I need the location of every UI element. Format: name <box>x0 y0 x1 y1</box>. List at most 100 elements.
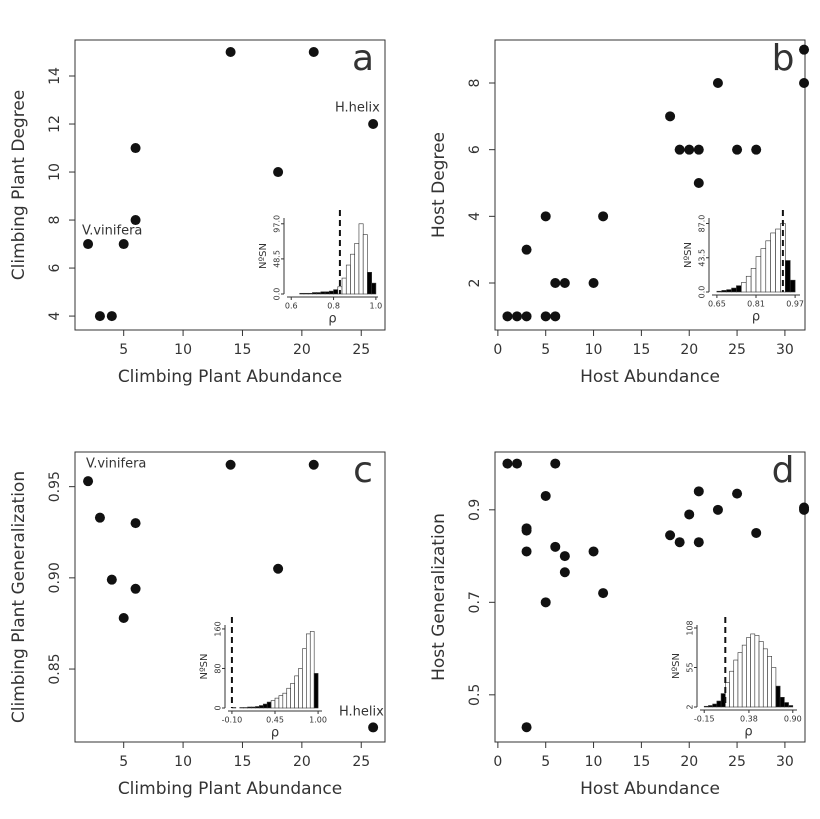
x-axis-label: Host Abundance <box>580 779 720 799</box>
point <box>273 167 284 178</box>
point <box>106 574 117 585</box>
point <box>502 311 513 322</box>
hist-bar <box>762 648 768 708</box>
hist-bar <box>251 706 256 709</box>
x-tick-label: 15 <box>234 754 252 770</box>
hist-bar <box>278 695 284 709</box>
x-axis-label: ρ <box>328 312 336 327</box>
point <box>559 278 570 288</box>
point <box>665 111 676 122</box>
y-tick-label: 14 <box>47 67 63 85</box>
point <box>368 119 379 130</box>
hist-bar <box>312 292 317 295</box>
hist-bar <box>721 290 727 293</box>
x-tick-label: 5 <box>541 342 550 358</box>
point <box>712 78 723 88</box>
point <box>106 311 117 322</box>
hist-bar <box>345 264 351 295</box>
point <box>130 583 141 594</box>
point <box>94 512 105 523</box>
point <box>751 144 762 155</box>
y-tick-label: 6 <box>467 145 483 154</box>
plot-frame <box>494 39 806 331</box>
annotation: H.helix <box>335 101 380 116</box>
point <box>799 504 810 515</box>
y-axis-label: Climbing Plant Generalization <box>9 471 29 723</box>
hist-bar <box>299 292 305 295</box>
point <box>674 144 685 155</box>
plot-frame <box>494 451 806 743</box>
hist-bar <box>750 268 757 293</box>
point <box>751 527 762 538</box>
hist-bar <box>274 697 280 709</box>
x-tick-label: 0.6 <box>285 302 298 311</box>
hist-bar <box>770 232 776 293</box>
hist-bar <box>282 692 288 709</box>
y-tick-label: 0.85 <box>47 653 63 684</box>
annotation: H.helix <box>339 705 384 720</box>
hist-bar <box>758 641 764 708</box>
hist-bar <box>266 701 272 709</box>
point <box>540 490 551 501</box>
y-axis-label: NºSN <box>683 242 694 268</box>
hist-bar <box>329 290 334 295</box>
annotation: V.vinifera <box>86 457 146 472</box>
point <box>540 311 551 322</box>
plot-frame <box>74 451 386 743</box>
point <box>799 78 810 88</box>
point <box>540 211 551 222</box>
hist-bar <box>307 292 313 295</box>
x-tick-label: 0.45 <box>266 716 284 725</box>
hist-bar <box>290 682 295 709</box>
hist-bar <box>788 705 794 708</box>
hist-bar <box>333 289 339 295</box>
point <box>502 458 513 469</box>
hist-bar <box>259 705 264 709</box>
point <box>368 722 379 733</box>
panel-label: c <box>353 450 373 491</box>
hist-bar <box>371 282 377 295</box>
point <box>559 551 570 562</box>
y-tick-label: 55 <box>686 662 695 672</box>
x-axis-label: ρ <box>752 310 760 325</box>
hist-bar <box>741 644 747 708</box>
hist-bar <box>298 668 303 709</box>
x-axis-label: ρ <box>744 725 752 740</box>
hist-bar <box>309 631 315 709</box>
hist-bar <box>703 705 709 708</box>
x-tick-label: 10 <box>585 754 603 770</box>
panel-label: a <box>352 38 374 79</box>
point <box>512 458 523 469</box>
point <box>130 143 141 154</box>
y-axis-label: Host Generalization <box>429 513 449 681</box>
x-tick-label: 5 <box>541 754 550 770</box>
point <box>550 311 561 322</box>
hist-bar <box>733 659 739 708</box>
hist-bar <box>262 703 268 709</box>
point <box>684 144 695 155</box>
y-axis-label: NºSN <box>258 243 269 269</box>
point <box>588 278 599 288</box>
y-axis-label: Host Degree <box>429 132 449 238</box>
x-axis-label: Climbing Plant Abundance <box>118 779 342 799</box>
x-tick-label: 20 <box>680 754 698 770</box>
hist-bar <box>725 682 730 708</box>
hist-bar <box>358 223 364 295</box>
point <box>130 518 141 529</box>
hist-bar <box>746 637 751 708</box>
point <box>273 563 284 574</box>
point <box>225 47 236 58</box>
hist-bar <box>785 260 791 293</box>
x-axis-label: Host Abundance <box>580 367 720 387</box>
hist-bar <box>755 256 762 293</box>
point <box>521 546 532 557</box>
hist-bar <box>731 287 737 293</box>
hist-bar <box>745 275 752 293</box>
point <box>83 476 94 487</box>
x-tick-label: 10 <box>174 754 192 770</box>
hist-bar <box>765 240 771 293</box>
panel-label: d <box>772 450 795 491</box>
y-tick-label: 4 <box>467 212 483 221</box>
point <box>540 597 551 608</box>
